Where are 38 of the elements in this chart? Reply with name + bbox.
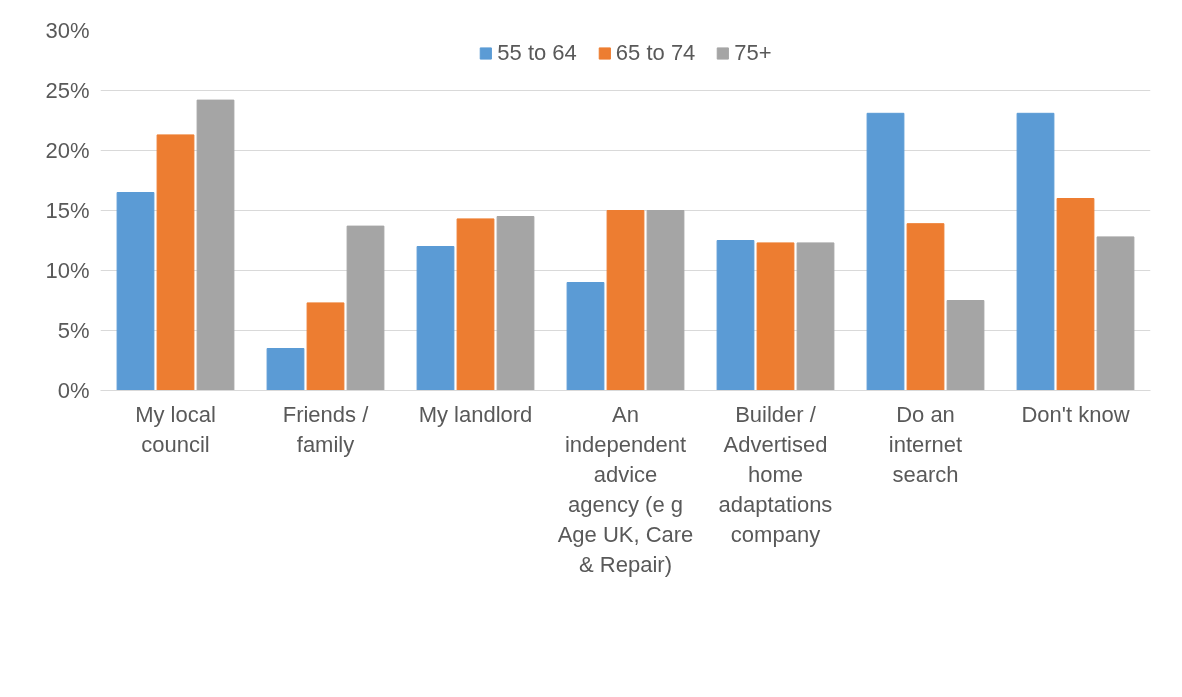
x-tick-label: My local council <box>135 401 216 457</box>
y-tick-label: 20% <box>45 138 90 163</box>
bar <box>796 242 835 391</box>
y-tick-label: 15% <box>45 198 90 223</box>
bar <box>346 225 385 391</box>
bar <box>416 246 455 391</box>
bar <box>606 210 645 391</box>
y-tick-label: 30% <box>45 18 90 43</box>
bar <box>1096 236 1135 391</box>
bar <box>196 99 235 391</box>
x-tick-label: Friends / family <box>282 401 370 457</box>
bar <box>116 192 155 391</box>
y-tick-label: 0% <box>57 378 90 403</box>
x-tick-label: Do an internet search <box>888 401 963 487</box>
bar <box>906 223 945 391</box>
bar <box>646 210 685 391</box>
bar <box>756 242 795 391</box>
bar <box>566 282 605 391</box>
x-tick-label: Builder / Advertised home adaptations company <box>718 401 833 547</box>
y-tick-label: 25% <box>45 78 90 103</box>
legend-label: 55 to 64 <box>497 40 577 66</box>
y-tick-label: 5% <box>57 318 90 343</box>
bar <box>1016 112 1055 391</box>
legend-label: 65 to 74 <box>615 40 696 66</box>
y-tick-label: 10% <box>45 258 90 283</box>
bar <box>156 134 195 391</box>
x-tick-label: Don't know <box>1021 401 1130 427</box>
legend-label: 75+ <box>734 40 772 66</box>
bar <box>1056 198 1095 391</box>
bar <box>306 302 345 391</box>
bar <box>716 240 755 391</box>
bar <box>456 218 495 391</box>
bar <box>866 112 905 391</box>
bar <box>946 300 985 391</box>
x-tick-label: My landlord <box>418 401 533 427</box>
bar <box>266 348 305 391</box>
bar <box>496 216 535 391</box>
x-tick-label: An independent advice agency (e g Age UK, Care & Repair) <box>557 401 694 577</box>
